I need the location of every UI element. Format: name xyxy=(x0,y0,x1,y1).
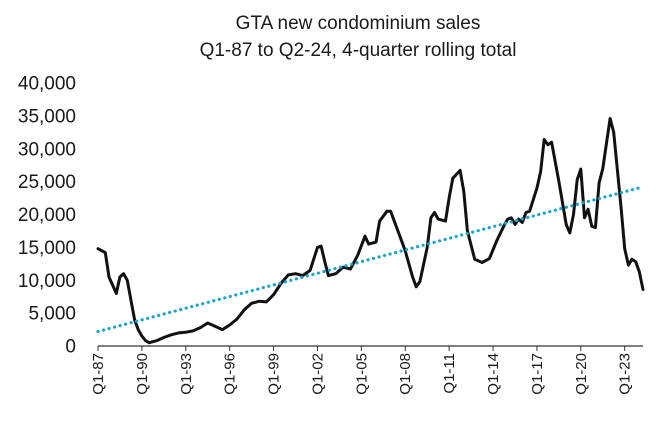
y-tick-label: 35,000 xyxy=(18,106,76,127)
x-tick-label: Q1-90 xyxy=(134,353,151,395)
y-tick-label: 20,000 xyxy=(18,205,76,226)
y-tick-label: 30,000 xyxy=(18,139,76,160)
trend-line xyxy=(96,185,645,334)
x-axis: Q1-87 Q1-90 Q1-93 Q1-96 Q1-99 Q1-02 Q1-05 Q1-08… xyxy=(90,345,643,395)
x-tick-label: Q1-08 xyxy=(397,353,414,395)
plot-area xyxy=(96,117,645,345)
y-tick-label: 25,000 xyxy=(18,172,76,193)
x-tick-label: Q1-96 xyxy=(222,353,239,395)
y-tick-label: 5,000 xyxy=(28,304,76,325)
x-tick-label: Q1-99 xyxy=(266,353,283,395)
x-tick-label: Q1-05 xyxy=(353,353,370,395)
x-tick-label: Q1-17 xyxy=(529,353,546,395)
x-tick-label: Q1-02 xyxy=(309,353,326,395)
x-tick-label: Q1-87 xyxy=(90,353,107,395)
x-tick-label: Q1-23 xyxy=(617,353,634,395)
y-tick-label: 15,000 xyxy=(18,238,76,259)
y-axis: 0 5,000 10,000 15,000 20,000 25,000 30,000 35,0… xyxy=(18,74,76,358)
x-tick-label: Q1-93 xyxy=(178,353,195,395)
x-tick-label: Q1-20 xyxy=(573,353,590,395)
sales-line xyxy=(96,117,645,345)
y-tick-label: 40,000 xyxy=(18,74,76,95)
y-tick-label: 10,000 xyxy=(18,271,76,292)
x-tick-label: Q1-14 xyxy=(485,353,502,395)
y-tick-label: 0 xyxy=(65,337,76,358)
chart-subtitle: Q1-87 to Q2-24, 4-quarter rolling total xyxy=(200,40,517,61)
chart-title: GTA new condominium sales xyxy=(236,13,481,34)
x-tick-label: Q1-11 xyxy=(441,353,458,394)
